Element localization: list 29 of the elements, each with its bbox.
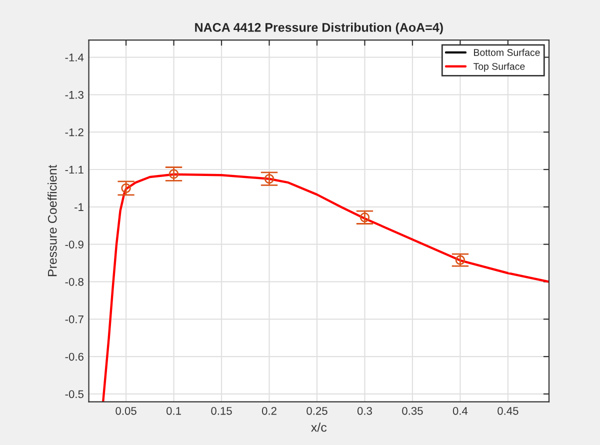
point (264, 174, 274, 184)
x-axis-title: x/c (311, 422, 327, 432)
y-tick-label: -1.1 (65, 166, 84, 174)
y-tick-label: -0.8 (65, 278, 84, 286)
y-axis-title: Pressure Coefficient (48, 164, 57, 276)
y-tick-label: -0.5 (65, 390, 84, 398)
legend-label: Top Surface (473, 62, 525, 72)
point (121, 183, 131, 194)
y-tick-label: -0.7 (65, 315, 84, 324)
y-tick-label: -1.2 (65, 128, 84, 136)
point (455, 255, 466, 265)
legend-label: Bottom Surface (474, 48, 540, 56)
x-tick-label: 0.15 (211, 406, 232, 415)
x-tick-label: 0.2 (262, 406, 276, 415)
x-tick-label: 0.4 (452, 406, 468, 415)
x-tick-label: 0.05 (116, 406, 136, 415)
y-tick-label: -0.6 (65, 352, 84, 361)
chart-title: NACA 4412 Pressure Distribution (AoA=4) (195, 22, 443, 34)
x-tick-label: 0.45 (498, 406, 518, 415)
y-tick-label: -0.9 (65, 240, 84, 248)
point (360, 212, 370, 222)
x-tick-label: 0.25 (306, 406, 328, 415)
x-tick-label: 0.35 (402, 406, 423, 415)
y-tick-label: -1 (74, 203, 84, 211)
point (168, 169, 179, 179)
y-tick-label: -1.3 (65, 90, 84, 99)
y-tick-label: -1.4 (65, 54, 84, 62)
x-tick-label: 0.1 (166, 406, 181, 415)
x-tick-label: 0.3 (357, 406, 372, 415)
